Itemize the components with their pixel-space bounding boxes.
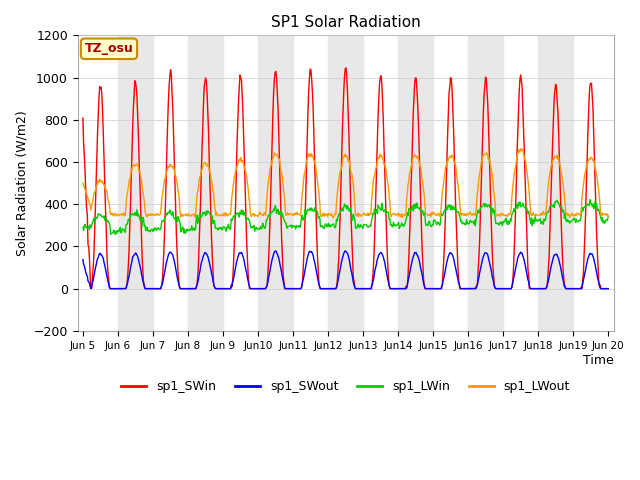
- sp1_SWin: [88, 278, 96, 284]
- Bar: [188, 36, 223, 331]
- sp1_LWout: [88, 199, 96, 205]
- Bar: [118, 36, 153, 331]
- Bar: [538, 36, 573, 331]
- sp1_SWout: [143, 286, 151, 291]
- sp1_LWin: [196, 214, 204, 220]
- X-axis label: Time: Time: [583, 355, 614, 368]
- sp1_LWin: [225, 221, 232, 227]
- sp1_LWin: [586, 197, 594, 203]
- sp1_SWout: [604, 286, 612, 291]
- sp1_SWin: [143, 286, 151, 291]
- sp1_SWin: [426, 286, 434, 291]
- Bar: [328, 36, 363, 331]
- Bar: [258, 36, 293, 331]
- sp1_LWin: [88, 220, 96, 226]
- sp1_LWin: [111, 231, 119, 237]
- sp1_LWout: [79, 180, 87, 186]
- sp1_SWout: [90, 278, 97, 284]
- sp1_LWin: [143, 224, 151, 230]
- sp1_SWout: [426, 286, 434, 291]
- sp1_LWout: [426, 212, 433, 218]
- Line: sp1_LWout: sp1_LWout: [83, 148, 608, 218]
- sp1_SWout: [411, 250, 419, 255]
- sp1_SWout: [341, 248, 349, 253]
- sp1_LWout: [143, 213, 150, 219]
- sp1_LWout: [329, 215, 337, 221]
- Y-axis label: Solar Radiation (W/m2): Solar Radiation (W/m2): [15, 110, 28, 256]
- sp1_LWout: [604, 214, 612, 219]
- Line: sp1_SWout: sp1_SWout: [83, 251, 608, 288]
- sp1_SWin: [604, 286, 612, 291]
- sp1_LWout: [224, 213, 232, 219]
- sp1_SWin: [342, 65, 350, 71]
- sp1_LWout: [196, 174, 204, 180]
- Bar: [398, 36, 433, 331]
- Line: sp1_SWin: sp1_SWin: [83, 68, 608, 288]
- sp1_SWin: [196, 200, 204, 205]
- sp1_SWout: [225, 286, 232, 291]
- sp1_LWin: [426, 218, 433, 224]
- Line: sp1_LWin: sp1_LWin: [83, 200, 608, 234]
- sp1_SWin: [106, 286, 114, 291]
- sp1_SWin: [411, 81, 419, 86]
- Text: TZ_osu: TZ_osu: [84, 42, 133, 55]
- Bar: [468, 36, 503, 331]
- sp1_LWin: [79, 224, 87, 230]
- sp1_LWin: [604, 214, 612, 219]
- sp1_SWin: [79, 115, 87, 121]
- Title: SP1 Solar Radiation: SP1 Solar Radiation: [271, 15, 420, 30]
- sp1_LWin: [410, 202, 418, 208]
- sp1_LWout: [410, 154, 418, 159]
- sp1_SWout: [87, 286, 95, 291]
- Legend: sp1_SWin, sp1_SWout, sp1_LWin, sp1_LWout: sp1_SWin, sp1_SWout, sp1_LWin, sp1_LWout: [116, 375, 575, 398]
- sp1_SWout: [79, 257, 87, 263]
- sp1_LWout: [518, 145, 525, 151]
- sp1_SWin: [225, 286, 232, 291]
- sp1_SWout: [196, 264, 204, 270]
